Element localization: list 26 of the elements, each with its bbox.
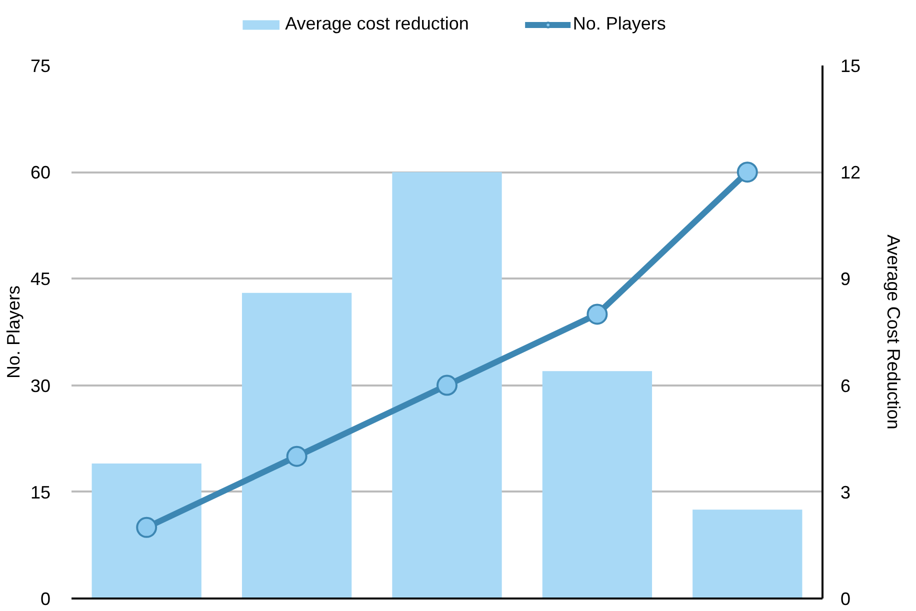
y2-tick-label: 3 — [840, 482, 851, 502]
y2-tick-label: 15 — [840, 56, 861, 76]
bar — [692, 510, 802, 598]
y-tick-label: 30 — [30, 376, 51, 396]
point — [586, 304, 608, 325]
y2-tick-label: 12 — [840, 162, 861, 183]
bar — [242, 292, 352, 598]
bar — [392, 172, 502, 598]
legend-label: No. Players — [572, 14, 666, 34]
point — [286, 446, 308, 467]
bar — [542, 371, 652, 598]
point — [136, 516, 158, 538]
y2-tick-label: 9 — [840, 269, 851, 290]
y-tick-label: 0 — [40, 589, 51, 609]
y-tick-label: 45 — [30, 269, 51, 290]
y-axis-title: No. Players — [3, 285, 24, 379]
legend-label: Average cost reduction — [285, 14, 469, 34]
y2-tick-label: 0 — [840, 589, 851, 609]
y-tick-label: 60 — [30, 162, 51, 183]
y-tick-label: 15 — [30, 482, 51, 502]
y-tick-label: 75 — [30, 56, 51, 76]
point — [436, 374, 458, 396]
y2-axis-title: Average Cost Reduction — [884, 234, 904, 430]
bar — [92, 463, 202, 598]
point — [736, 162, 758, 183]
y2-tick-label: 6 — [840, 376, 851, 396]
